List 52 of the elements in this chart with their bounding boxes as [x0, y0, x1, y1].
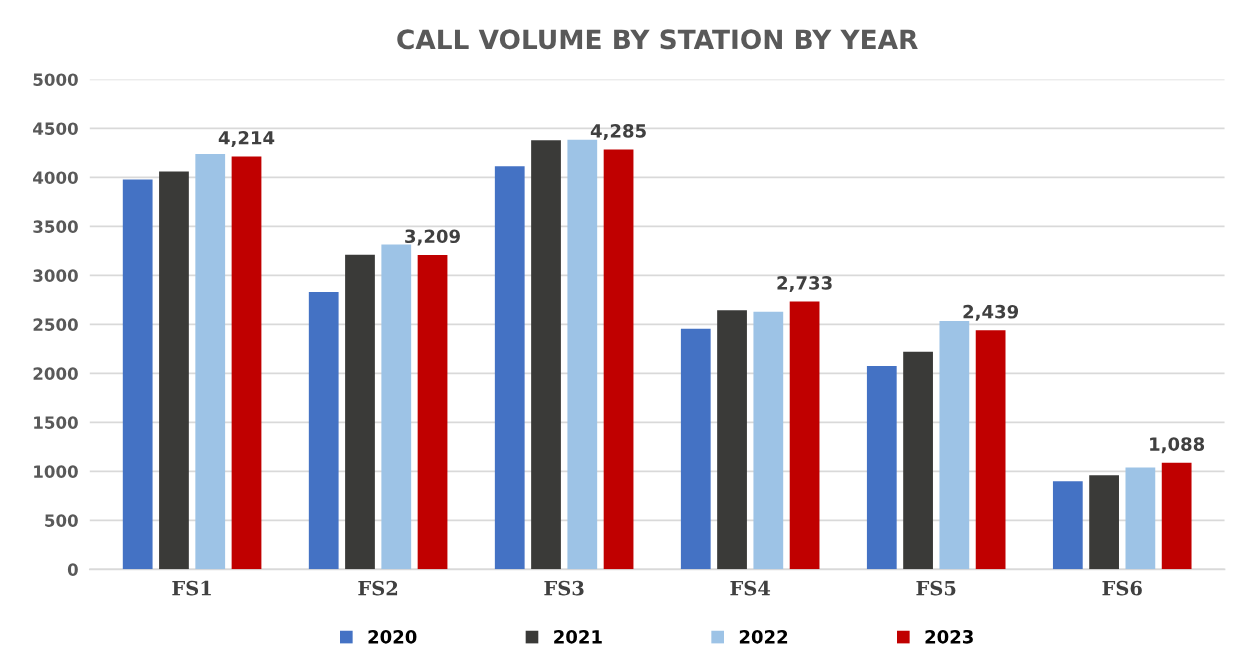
x-tick-label: FS4: [730, 580, 771, 596]
y-tick-label: 1000: [34, 465, 78, 478]
bar: [1125, 467, 1156, 570]
data-label: 2,733: [777, 276, 832, 293]
bar: [903, 351, 933, 570]
y-tick-label: 500: [45, 514, 78, 527]
y-tick-label: 4000: [33, 171, 78, 184]
data-label: 1,088: [1150, 437, 1205, 454]
bar: [717, 310, 747, 570]
y-tick-label: 2500: [33, 318, 78, 331]
data-label: 4,285: [590, 124, 646, 140]
y-tick-label: 4500: [33, 122, 78, 135]
legend-label: 2021: [554, 629, 602, 644]
bar: [345, 254, 375, 570]
bar: [494, 166, 525, 570]
bar: [789, 301, 820, 570]
bar: [866, 366, 897, 570]
bar: [195, 153, 226, 570]
y-tick-label: 3500: [33, 220, 78, 233]
x-tick-label: FS1: [172, 580, 211, 596]
bar: [975, 330, 1006, 570]
legend-label: 2020: [368, 629, 417, 644]
x-tick-label: FS6: [1102, 580, 1142, 596]
chart-title: CALL VOLUME BY STATION BY YEAR: [397, 29, 918, 50]
bar: [1089, 475, 1119, 570]
y-tick-label: 1500: [34, 416, 78, 429]
bar: [939, 320, 970, 570]
bar: [603, 149, 634, 570]
y-tick-label: 0: [67, 563, 78, 576]
data-label: 2,439: [963, 304, 1019, 321]
bar: [417, 254, 448, 570]
bar: [531, 140, 561, 570]
bar: [1161, 462, 1192, 570]
bar: [381, 244, 412, 570]
bar: [680, 328, 711, 570]
legend-label: 2022: [739, 629, 788, 644]
x-tick-label: FS3: [544, 580, 584, 596]
bar: [567, 139, 598, 570]
bar: [1052, 481, 1083, 570]
data-label: 4,214: [218, 130, 275, 147]
x-tick-label: FS2: [358, 580, 398, 596]
y-tick-label: 2000: [33, 367, 78, 380]
bar: [308, 292, 339, 570]
y-tick-label: 5000: [33, 73, 78, 87]
bar: [753, 311, 784, 570]
legend-label: 2023: [925, 629, 973, 644]
x-tick-label: FS5: [916, 580, 956, 596]
y-tick-label: 3000: [33, 269, 78, 282]
bar: [159, 171, 189, 570]
bar: [122, 179, 153, 570]
bar: [231, 156, 262, 570]
data-label: 3,209: [405, 229, 460, 246]
